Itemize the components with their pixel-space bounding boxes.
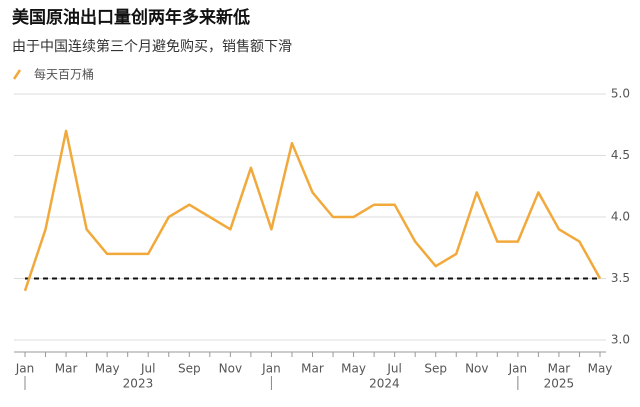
x-tick-label: Mar (55, 362, 78, 376)
x-tick-label: Mar (301, 362, 324, 376)
x-tick-label: Nov (219, 362, 242, 376)
x-tick-label: May (588, 362, 613, 376)
year-label: 2025 (544, 377, 575, 391)
line (23, 129, 602, 292)
y-tick-label: 3.0 (611, 333, 630, 347)
y-tick-label: 4.0 (611, 210, 630, 224)
x-tick-label: Nov (465, 362, 488, 376)
chart-title: 美国原油出口量创两年多来新低 (12, 7, 250, 28)
x-tick-label: Jan (261, 362, 281, 376)
y-tick-label: 3.5 (611, 271, 630, 285)
x-tick-label: Jul (140, 362, 155, 376)
x-tick-label: May (95, 362, 120, 376)
chart-subtitle: 由于中国连续第三个月避免购买，销售额下滑 (12, 38, 292, 55)
year-label: 2024 (369, 377, 400, 391)
y-tick-label: 5.0 (611, 87, 630, 101)
x-tick-label: Jan (508, 362, 528, 376)
x-tick-label: Sep (424, 362, 447, 376)
x-tick-label: Jan (15, 362, 35, 376)
x-tick-label: Mar (548, 362, 571, 376)
year-label: 2023 (123, 377, 154, 391)
x-tick-label: May (341, 362, 366, 376)
y-tick-label: 4.5 (611, 148, 630, 162)
legend-swatch (12, 69, 22, 80)
x-tick-label: Jul (386, 362, 401, 376)
legend-label: 每天百万桶 (34, 67, 94, 82)
x-tick-label: Sep (178, 362, 201, 376)
